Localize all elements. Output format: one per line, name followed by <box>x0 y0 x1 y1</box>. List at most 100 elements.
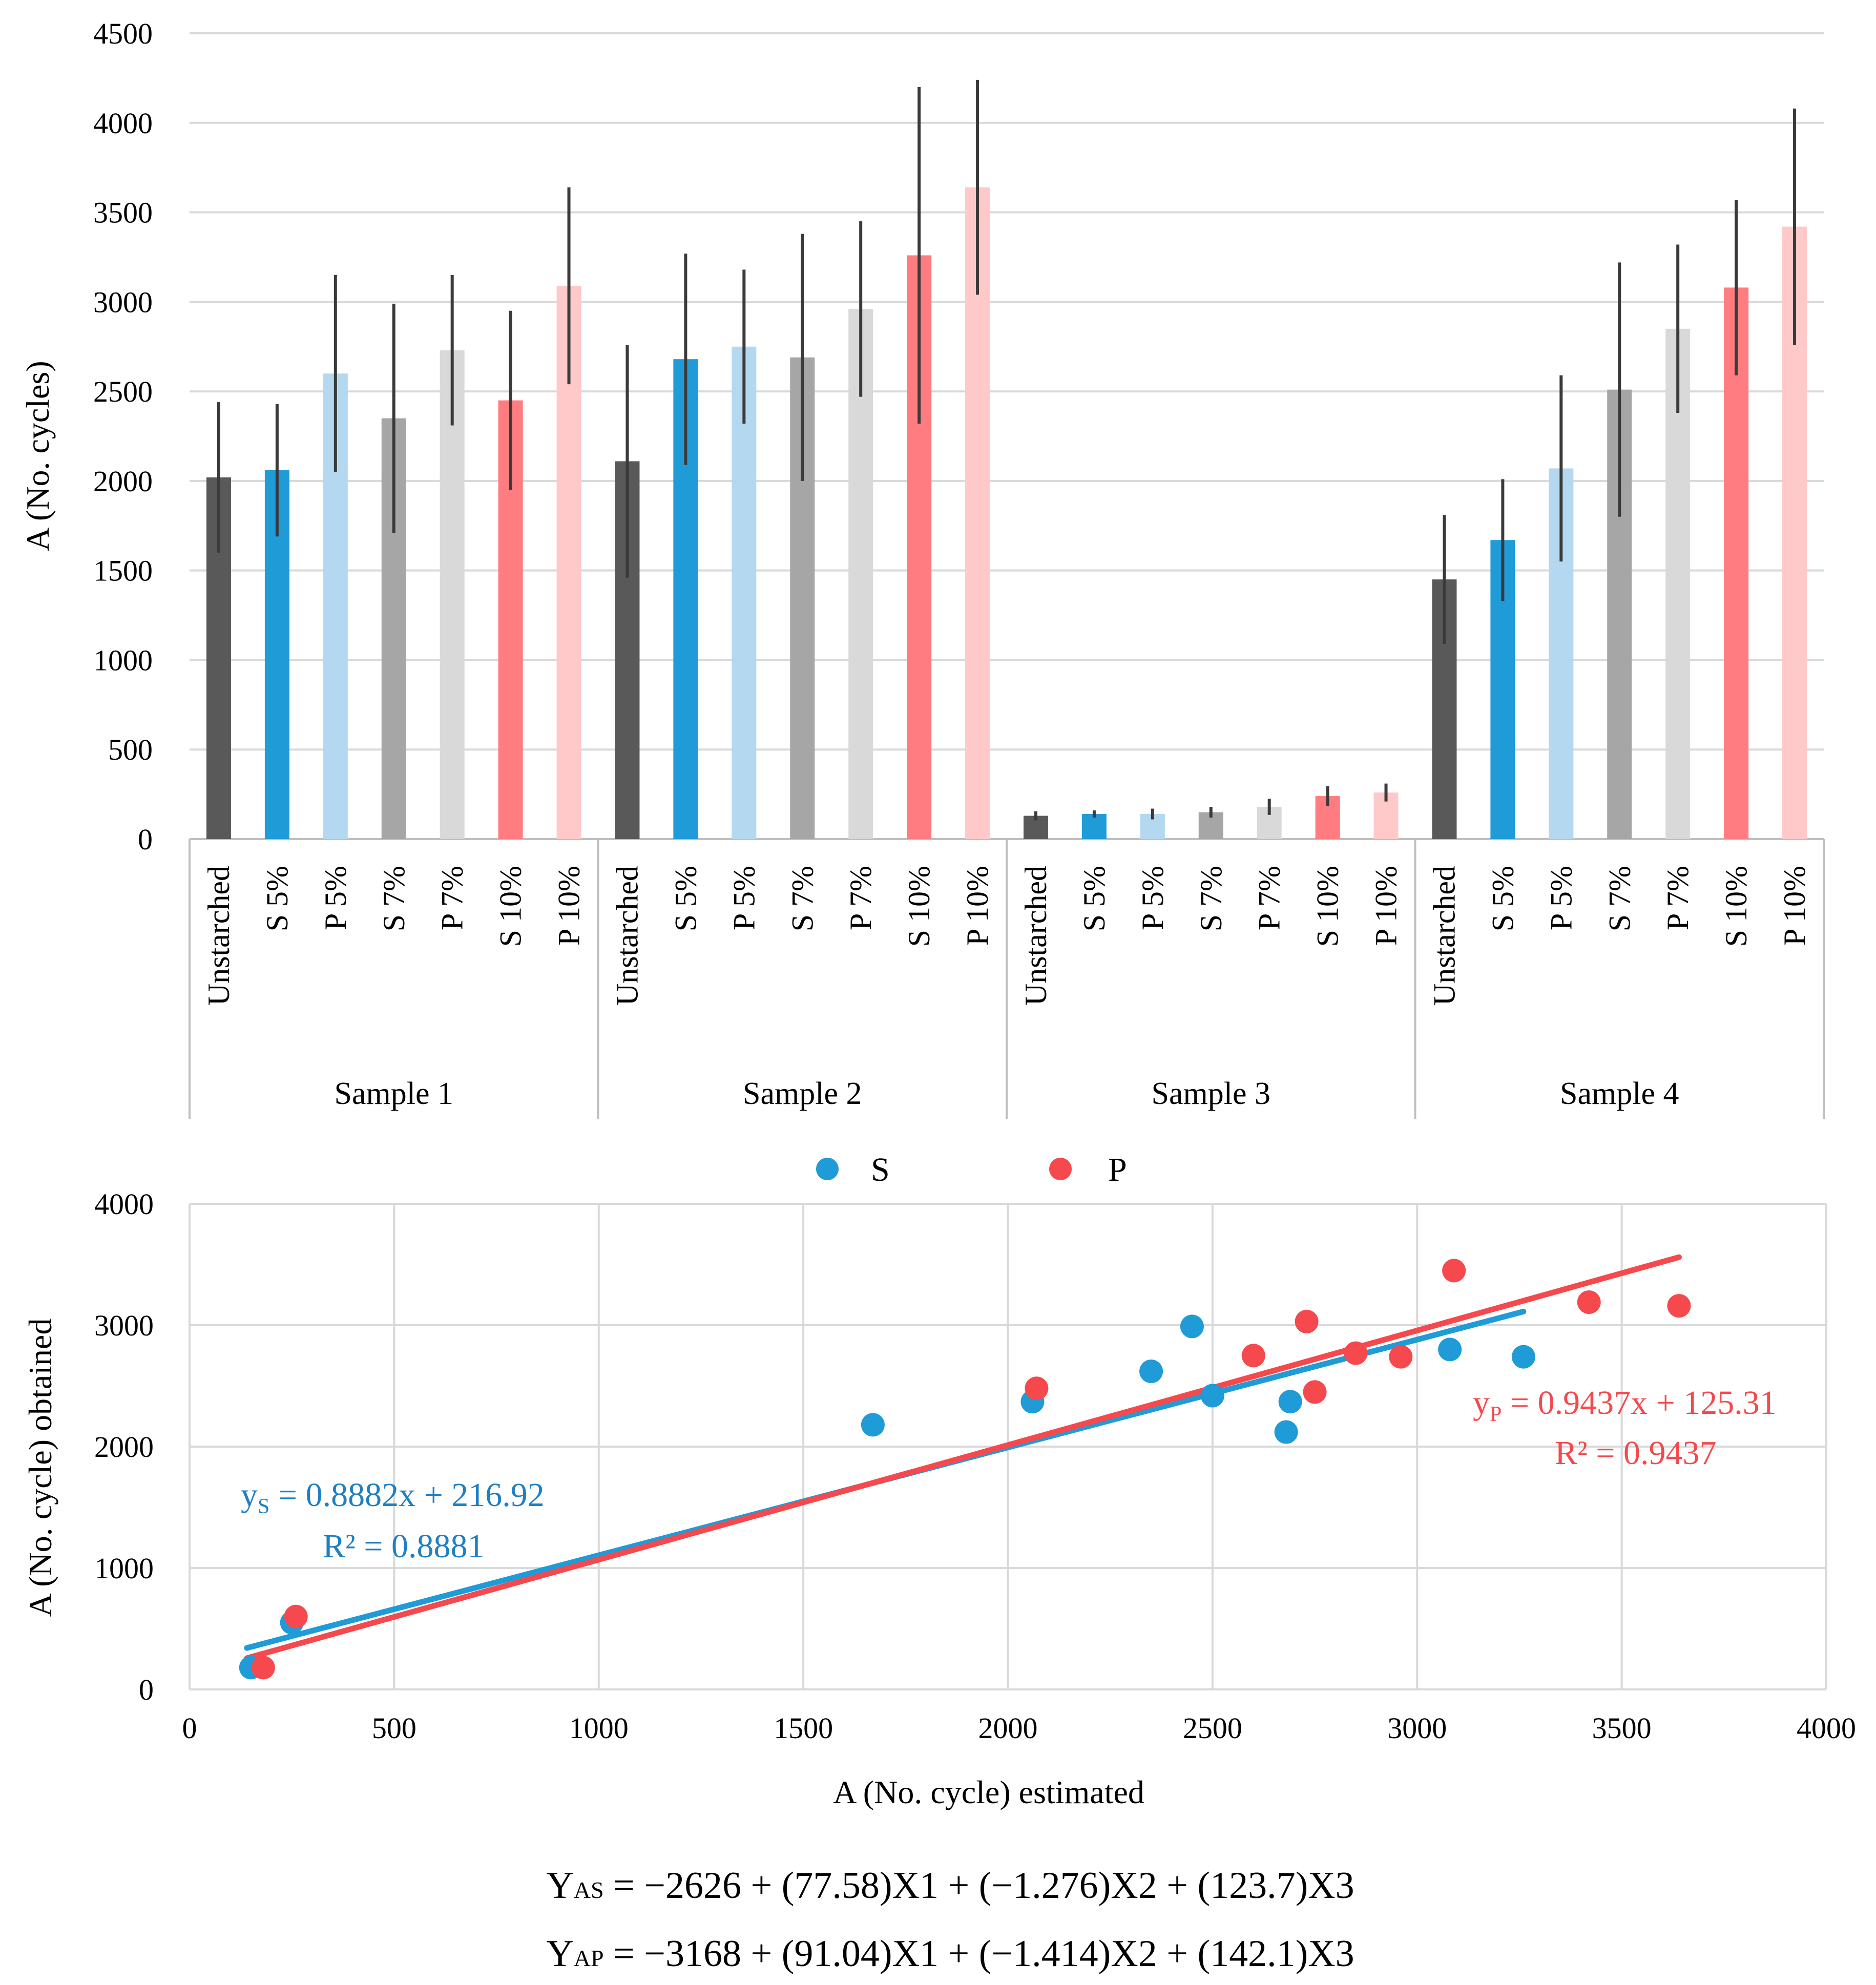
scatter-chart: 0 500 1000 1500 2000 2500 3000 3500 4000 0 1000 20… <box>22 1151 1856 1810</box>
scatter-x-tick-label: 4000 <box>1797 1711 1856 1745</box>
point-s <box>861 1413 885 1437</box>
bar-y-tick-label: 3500 <box>93 196 153 229</box>
point-s <box>1180 1314 1204 1339</box>
bar-error-bars <box>217 79 1797 821</box>
category-label: S 10% <box>902 866 936 947</box>
r2-p: R² = 0.9437 <box>1555 1434 1717 1472</box>
bar-y-tick-label: 4000 <box>93 107 153 140</box>
bar-group-labels: Sample 1 Sample 2 Sample 3 Sample 4 <box>335 1076 1679 1111</box>
category-label: S 10% <box>494 866 528 947</box>
bar <box>440 350 465 839</box>
r2-s: R² = 0.8881 <box>323 1528 485 1565</box>
category-label: P 10% <box>961 866 994 946</box>
category-label: S 7% <box>377 866 411 931</box>
category-label: Unstarched <box>202 866 236 1006</box>
category-label: P 7% <box>844 866 878 930</box>
scatter-x-tick-label: 0 <box>182 1711 197 1745</box>
equation-s: yS = 0.8882x + 216.92 <box>241 1476 545 1518</box>
category-label: Unstarched <box>1427 866 1461 1006</box>
category-label: P 7% <box>1253 866 1286 930</box>
category-label: S 10% <box>1719 866 1753 947</box>
bar-y-tick-label: 3000 <box>93 285 153 319</box>
scatter-y-axis-label: A (No. cycle) obtained <box>22 1319 58 1617</box>
point-p <box>1344 1341 1368 1365</box>
point-p <box>1577 1290 1601 1314</box>
category-label: P 7% <box>435 866 469 930</box>
scatter-x-tick-label: 3500 <box>1592 1711 1652 1745</box>
category-label: S 5% <box>669 866 702 931</box>
bar-y-tick-label: 500 <box>108 733 153 766</box>
category-label: Unstarched <box>1019 866 1053 1006</box>
category-label: S 5% <box>1077 866 1111 931</box>
category-label: P 5% <box>1136 866 1170 930</box>
scatter-y-tick-label: 1000 <box>94 1552 154 1585</box>
bar <box>732 346 757 839</box>
point-p <box>1667 1294 1691 1318</box>
point-s <box>1139 1360 1163 1384</box>
bar-category-labels: Unstarched S 5% P 5% S 7% P 7% S 10% P 10% Unst… <box>202 866 1811 1006</box>
category-label: S 5% <box>260 866 294 931</box>
scatter-x-tick-label: 1500 <box>774 1711 833 1745</box>
category-label: P 5% <box>1544 866 1578 930</box>
bar <box>1081 814 1107 839</box>
category-label: Unstarched <box>610 866 644 1006</box>
bar-series <box>206 187 1807 840</box>
point-p <box>1025 1376 1049 1401</box>
regression-formulas: YAS = −2626 + (77.58)X1 + (−1.276)X2 + (… <box>546 1865 1354 1975</box>
point-p <box>1241 1344 1265 1368</box>
bar-y-tick-label: 2000 <box>93 465 153 498</box>
bar-y-tick-label: 2500 <box>93 375 153 408</box>
point-p <box>251 1656 275 1680</box>
bar-y-tick-label: 4500 <box>93 17 153 50</box>
scatter-x-tick-label: 2500 <box>1183 1711 1242 1745</box>
group-label: Sample 3 <box>1152 1076 1270 1111</box>
bar <box>965 187 990 839</box>
point-s <box>1438 1338 1462 1362</box>
bar-chart: 0 500 1000 1500 2000 2500 3000 3500 4000 4500 Uns… <box>19 17 1825 1119</box>
group-label: Sample 2 <box>743 1076 862 1111</box>
group-label: Sample 4 <box>1560 1076 1679 1111</box>
scatter-x-tick-label: 500 <box>372 1711 416 1745</box>
legend-marker-s <box>816 1158 839 1180</box>
formula-ap: YAP = −3168 + (91.04)X1 + (−1.414)X2 + (… <box>546 1933 1354 1975</box>
legend-marker-p <box>1049 1158 1072 1180</box>
scatter-x-tick-label: 3000 <box>1387 1711 1447 1745</box>
formula-as: YAS = −2626 + (77.58)X1 + (−1.276)X2 + (… <box>546 1865 1354 1907</box>
point-s <box>1274 1420 1298 1444</box>
bar <box>1724 287 1749 839</box>
scatter-x-tick-label: 1000 <box>569 1711 629 1745</box>
category-label: S 7% <box>1602 866 1636 931</box>
category-label: P 10% <box>1778 866 1811 946</box>
legend-label-s: S <box>871 1151 890 1188</box>
bar-gridlines <box>189 32 1825 1119</box>
scatter-trendlines <box>244 1254 1682 1661</box>
bar-y-tick-labels: 0 500 1000 1500 2000 2500 3000 3500 4000 4500 <box>93 17 153 856</box>
scatter-y-tick-labels: 0 1000 2000 3000 4000 <box>94 1187 154 1706</box>
bar-y-tick-label: 1500 <box>93 554 153 588</box>
scatter-y-tick-label: 3000 <box>94 1309 154 1342</box>
bar <box>848 309 873 839</box>
scatter-legend: S P <box>816 1151 1127 1188</box>
group-label: Sample 1 <box>335 1076 453 1111</box>
bar-y-tick-label: 0 <box>138 823 153 856</box>
category-label: S 5% <box>1486 866 1519 931</box>
category-label: S 7% <box>1194 866 1228 931</box>
scatter-x-axis-label: A (No. cycle) estimated <box>833 1774 1144 1810</box>
point-s <box>1278 1390 1302 1414</box>
bar-y-axis-label: A (No. cycles) <box>19 361 56 551</box>
legend-label-p: P <box>1108 1151 1127 1188</box>
scatter-points <box>239 1259 1691 1680</box>
category-label: S 10% <box>1311 866 1345 947</box>
point-p <box>284 1604 308 1628</box>
point-p <box>1442 1259 1466 1283</box>
category-label: S 7% <box>785 866 819 931</box>
scatter-y-tick-label: 2000 <box>94 1430 154 1464</box>
category-label: P 10% <box>1369 866 1403 946</box>
point-s <box>1200 1384 1224 1408</box>
equation-p: yP = 0.9437x + 125.31 <box>1473 1384 1777 1426</box>
scatter-y-tick-label: 0 <box>139 1673 154 1706</box>
point-p <box>1389 1345 1413 1369</box>
category-label: P 5% <box>319 866 352 930</box>
category-label: P 7% <box>1661 866 1695 930</box>
